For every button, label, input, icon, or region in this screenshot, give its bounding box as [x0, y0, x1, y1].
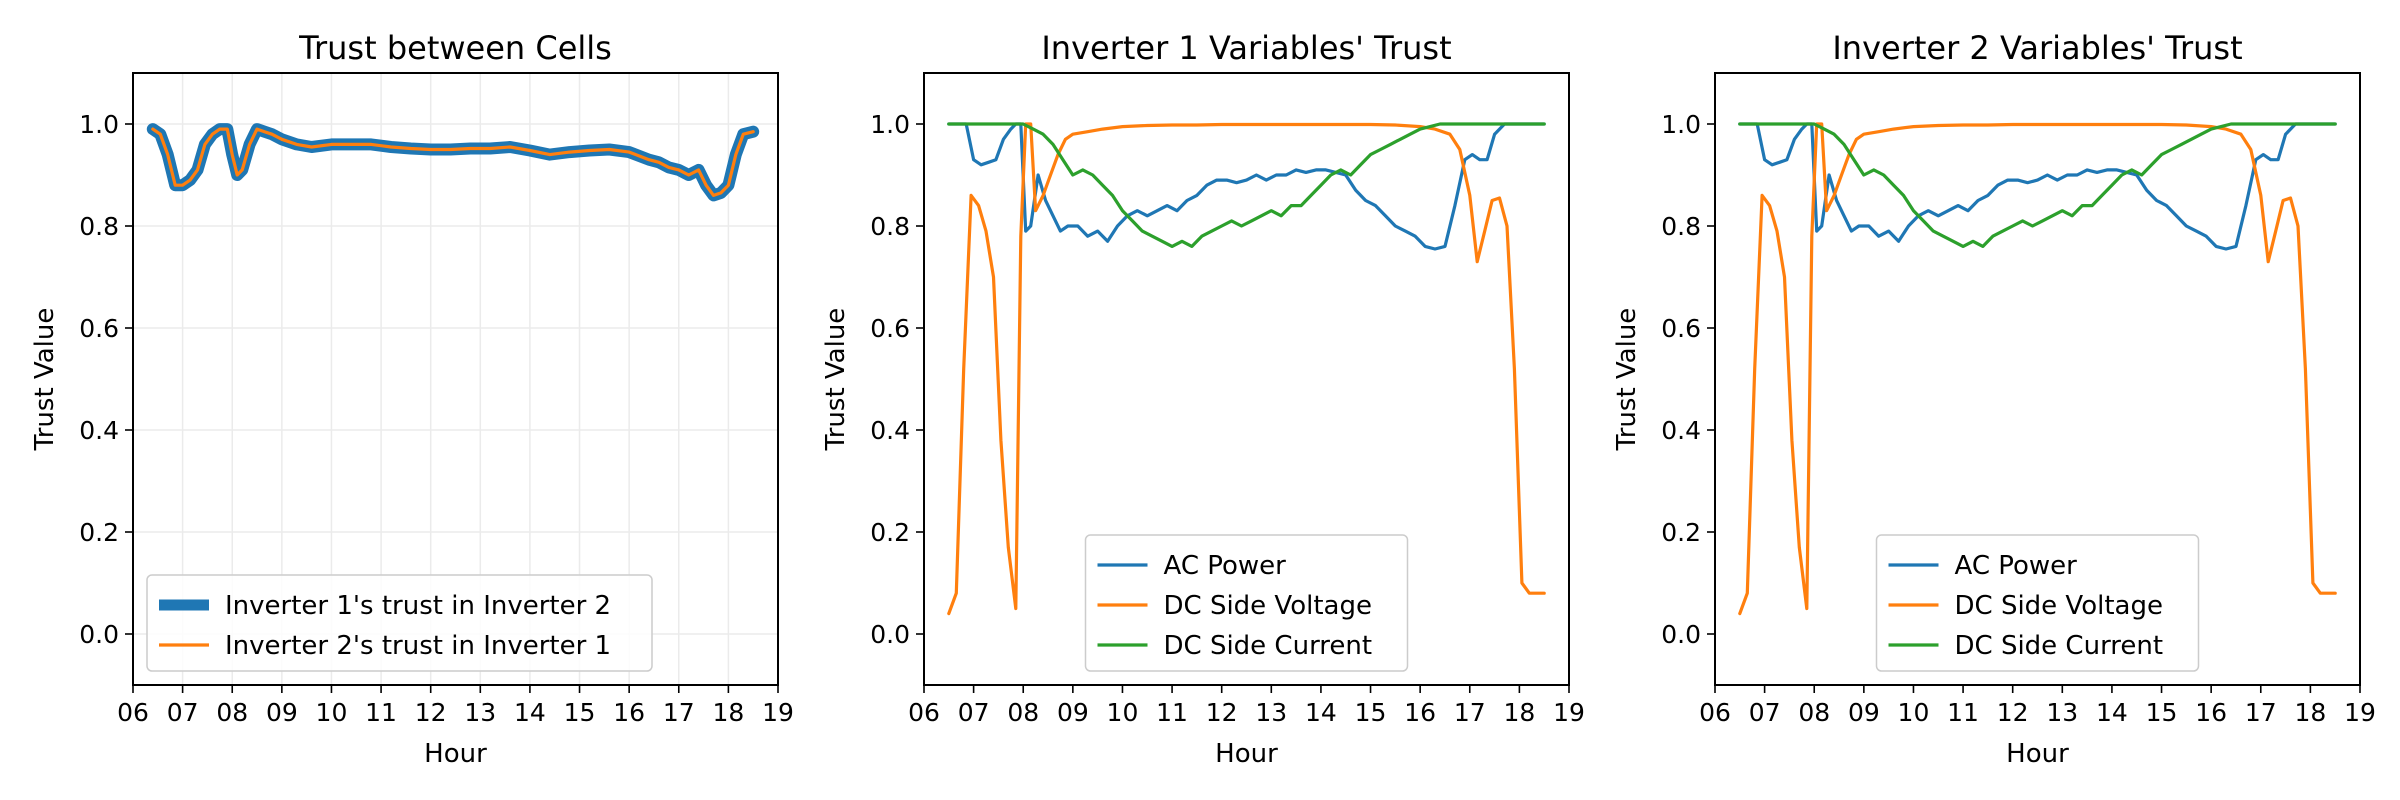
- x-tick-label: 19: [762, 698, 794, 727]
- x-tick-label: 08: [1798, 698, 1830, 727]
- y-tick-label: 0.2: [1661, 518, 1701, 547]
- plot-frame: [1714, 72, 2361, 686]
- x-tick-label: 17: [2245, 698, 2277, 727]
- x-tick-label: 07: [1749, 698, 1781, 727]
- chart-panel-1: 06 07 08 09 10 11 12 13 14 15 16 17 18 19 0.0 0.2 0.4 0.6…: [30, 29, 794, 769]
- chart-panel-3: 06 07 08 09 10 11 12 13 14 15 16 17 18 19 0.0 0.2 0.4 0.6…: [1612, 29, 2376, 769]
- y-axis-label: Trust Value: [821, 308, 851, 452]
- x-tick-label: 13: [2046, 698, 2078, 727]
- x-tick-label: 16: [1404, 698, 1436, 727]
- y-tick-label: 0.8: [870, 212, 910, 241]
- legend-label: Inverter 2's trust in Inverter 1: [225, 631, 611, 661]
- x-tick-label: 16: [613, 698, 645, 727]
- y-tick-label: 0.4: [1661, 416, 1701, 445]
- y-tick-label: 1.0: [79, 110, 119, 139]
- y-tick-label: 0.8: [79, 212, 119, 241]
- series-line-2: [151, 127, 755, 197]
- series-line-1: [1738, 122, 2337, 251]
- plot-frame: [923, 72, 1570, 686]
- x-tick-label: 18: [712, 698, 744, 727]
- y-tick-label: 0.6: [79, 314, 119, 343]
- y-tick-label: 1.0: [870, 110, 910, 139]
- x-tick-label: 17: [1454, 698, 1486, 727]
- x-tick-label: 18: [1503, 698, 1535, 727]
- y-tick-label: 0.2: [79, 518, 119, 547]
- y-tick-label: 0.0: [1661, 620, 1701, 649]
- series-line-2: [947, 122, 1546, 616]
- x-tick-label: 14: [2096, 698, 2128, 727]
- chart-title: Inverter 1 Variables' Trust: [1041, 29, 1451, 67]
- x-tick-label: 06: [117, 698, 149, 727]
- x-axis-label: Hour: [1215, 739, 1278, 769]
- x-tick-label: 16: [2195, 698, 2227, 727]
- x-tick-label: 12: [1206, 698, 1238, 727]
- x-tick-label: 08: [216, 698, 248, 727]
- x-axis-label: Hour: [424, 739, 487, 769]
- y-tick-label: 0.8: [1661, 212, 1701, 241]
- plot-frame: [132, 72, 779, 686]
- legend-label: DC Side Current: [1164, 631, 1373, 661]
- legend-label: Inverter 1's trust in Inverter 2: [225, 591, 611, 621]
- x-tick-label: 15: [1355, 698, 1387, 727]
- x-tick-label: 18: [2294, 698, 2326, 727]
- x-tick-label: 15: [2146, 698, 2178, 727]
- x-tick-label: 19: [2344, 698, 2376, 727]
- x-tick-label: 17: [663, 698, 695, 727]
- legend-label: DC Side Voltage: [1164, 591, 1372, 621]
- legend-label: DC Side Current: [1955, 631, 2164, 661]
- x-tick-label: 10: [1898, 698, 1930, 727]
- legend: AC Power DC Side Voltage DC Side Current: [1875, 534, 2200, 672]
- x-tick-label: 12: [1997, 698, 2029, 727]
- x-tick-label: 06: [908, 698, 940, 727]
- y-axis-label: Trust Value: [30, 308, 60, 452]
- x-tick-label: 12: [415, 698, 447, 727]
- x-tick-label: 11: [1947, 698, 1979, 727]
- y-tick-label: 1.0: [1661, 110, 1701, 139]
- x-tick-label: 09: [1848, 698, 1880, 727]
- y-tick-label: 0.0: [870, 620, 910, 649]
- series-line-1: [947, 122, 1546, 251]
- x-tick-label: 08: [1007, 698, 1039, 727]
- x-tick-label: 19: [1553, 698, 1585, 727]
- x-tick-label: 07: [167, 698, 199, 727]
- legend-label: AC Power: [1955, 551, 2078, 581]
- x-tick-label: 11: [1156, 698, 1188, 727]
- legend: AC Power DC Side Voltage DC Side Current: [1084, 534, 1409, 672]
- chart-title: Inverter 2 Variables' Trust: [1832, 29, 2242, 67]
- legend: Inverter 1's trust in Inverter 2 Inverter…: [146, 574, 653, 672]
- y-tick-label: 0.4: [870, 416, 910, 445]
- x-tick-label: 14: [1305, 698, 1337, 727]
- y-tick-label: 0.6: [870, 314, 910, 343]
- chart-panel-2: 06 07 08 09 10 11 12 13 14 15 16 17 18 19 0.0 0.2 0.4 0.6…: [821, 29, 1585, 769]
- y-tick-label: 0.6: [1661, 314, 1701, 343]
- x-tick-label: 09: [266, 698, 298, 727]
- y-axis-label: Trust Value: [1612, 308, 1642, 452]
- legend-label: DC Side Voltage: [1955, 591, 2163, 621]
- y-tick-label: 0.2: [870, 518, 910, 547]
- x-tick-label: 13: [464, 698, 496, 727]
- x-tick-label: 14: [514, 698, 546, 727]
- series-line-2: [1738, 122, 2337, 616]
- x-tick-label: 06: [1699, 698, 1731, 727]
- legend-box: [146, 574, 653, 672]
- x-tick-label: 10: [1107, 698, 1139, 727]
- x-tick-label: 10: [316, 698, 348, 727]
- legend-label: AC Power: [1164, 551, 1287, 581]
- chart-title: Trust between Cells: [298, 29, 612, 67]
- x-axis-label: Hour: [2006, 739, 2069, 769]
- legend-box: [1084, 534, 1409, 672]
- series-line-3: [1738, 122, 2337, 248]
- x-tick-label: 11: [365, 698, 397, 727]
- legend-box: [1875, 534, 2200, 672]
- series-line-3: [947, 122, 1546, 248]
- x-tick-label: 15: [564, 698, 596, 727]
- x-tick-label: 09: [1057, 698, 1089, 727]
- y-tick-label: 0.4: [79, 416, 119, 445]
- x-tick-label: 07: [958, 698, 990, 727]
- y-tick-label: 0.0: [79, 620, 119, 649]
- x-tick-label: 13: [1255, 698, 1287, 727]
